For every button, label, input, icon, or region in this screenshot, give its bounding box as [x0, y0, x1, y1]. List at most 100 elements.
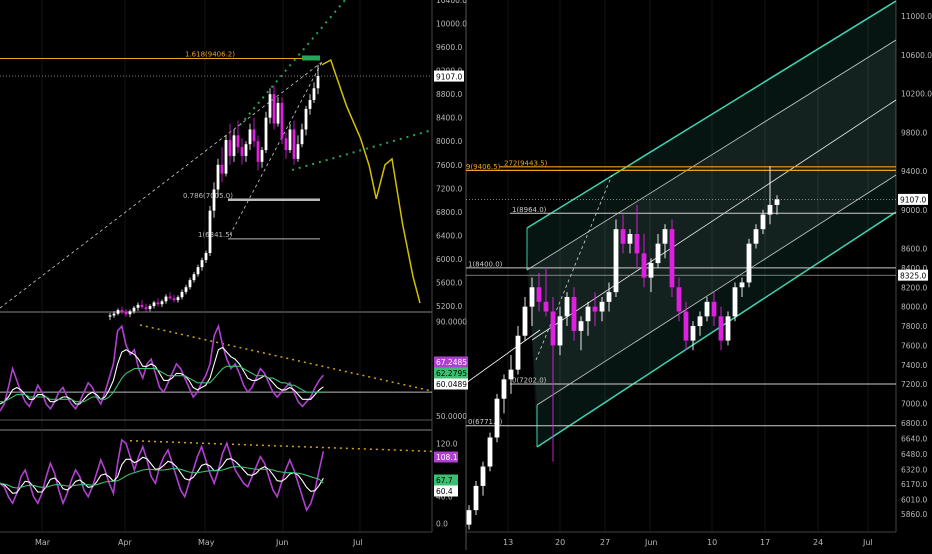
y-tick-label: 120.0: [436, 439, 458, 448]
candle-body: [260, 150, 264, 162]
y-tick-label: 90.0000: [436, 317, 467, 326]
fib-level-label: 0.786(7005.0): [183, 192, 233, 200]
candle-body: [725, 316, 731, 341]
candle: [216, 158, 220, 198]
candle-body: [613, 229, 619, 293]
candle-body: [571, 296, 577, 331]
y-tick-label: 5600.0: [436, 278, 462, 287]
candle: [132, 306, 136, 314]
candle: [108, 313, 112, 321]
candle: [124, 308, 128, 317]
candle: [140, 300, 144, 309]
candle-body: [316, 76, 320, 89]
osc1-value-badge: 62.2795: [434, 367, 468, 379]
candle: [676, 277, 682, 322]
candle: [144, 303, 148, 312]
candle-body: [557, 316, 563, 346]
candle-body: [132, 307, 136, 312]
candle: [184, 284, 188, 295]
candle-body: [529, 287, 535, 307]
candle-body: [753, 229, 759, 244]
last-price-badge: 9107.0: [434, 70, 464, 82]
osc2-series-line: [0, 438, 325, 512]
price-projection-path: [321, 58, 421, 304]
candle: [188, 277, 192, 290]
y-tick-label: 5860.0: [901, 510, 927, 519]
candle-body: [312, 88, 316, 101]
candle-body: [564, 296, 570, 317]
candle-body: [480, 466, 486, 486]
y-tick-label: 7400.0: [901, 361, 927, 370]
candle: [564, 292, 570, 327]
trendline: [465, 329, 541, 384]
candle-body: [188, 280, 192, 288]
trendline-dashed: [229, 61, 323, 236]
candle: [220, 147, 224, 183]
candle-body: [172, 298, 176, 301]
candle-body: [264, 117, 268, 151]
svg-text:60.0489: 60.0489: [436, 380, 467, 389]
candle: [176, 295, 180, 303]
osc2-value-badge: 108.1: [434, 451, 458, 463]
y-tick-label: 5200.0: [436, 302, 462, 311]
candle: [208, 205, 212, 256]
candle: [578, 316, 584, 351]
osc1-series-line: [0, 323, 325, 412]
y-tick-label: 6400.0: [436, 231, 462, 240]
candle-body: [240, 147, 244, 156]
osc1-series-line: [0, 346, 324, 405]
candle-body: [627, 233, 633, 244]
marker-badge: 8325.0: [898, 269, 928, 281]
candle-body: [767, 204, 773, 215]
candle: [529, 277, 535, 327]
channel-fill: [527, 1, 896, 447]
y-tick-label: 6000.0: [436, 255, 462, 264]
y-tick-label: 8400.0: [436, 114, 462, 123]
candle-body: [487, 437, 493, 467]
y-tick-label: 6800.0: [901, 419, 927, 428]
candle-body: [606, 292, 612, 302]
candle: [536, 272, 542, 312]
candle-body: [248, 129, 252, 145]
candle-body: [550, 311, 556, 346]
candle: [725, 311, 731, 346]
divergence-dotted-line: [139, 324, 433, 392]
candle: [627, 229, 633, 254]
x-tick-label: 17: [760, 538, 770, 547]
candle-body: [599, 301, 605, 312]
candle: [264, 111, 268, 153]
y-tick-label: 8000.0: [436, 137, 462, 146]
svg-text:8325.0: 8325.0: [900, 271, 926, 280]
candle: [112, 311, 116, 318]
x-tick-label: Jul: [352, 538, 363, 547]
candle: [648, 258, 654, 293]
candle: [252, 117, 256, 148]
candle-body: [739, 282, 745, 288]
svg-text:60.4: 60.4: [436, 487, 453, 496]
candle: [164, 294, 168, 304]
candle: [683, 301, 689, 351]
candle: [606, 282, 612, 312]
y-tick-label: 10600.0: [901, 51, 932, 60]
candle: [711, 292, 717, 327]
candle-body: [655, 243, 661, 264]
candle: [136, 302, 140, 311]
candle-body: [140, 304, 144, 308]
y-tick-label: 50.0000: [436, 412, 467, 421]
candle-body: [662, 229, 668, 244]
candle-body: [578, 321, 584, 331]
candle: [152, 300, 156, 309]
candle: [284, 132, 288, 159]
candle-body: [515, 335, 521, 370]
candle-body: [304, 108, 308, 130]
trend-dotted-green: [239, 0, 346, 126]
last-price-badge: 9107.0: [898, 193, 928, 205]
candle: [760, 209, 766, 234]
y-tick-label: 7600.0: [436, 161, 462, 170]
x-tick-label: 24: [813, 538, 823, 547]
y-tick-label: 11000.0: [901, 12, 932, 21]
candle-body: [774, 199, 780, 205]
candle: [316, 64, 320, 95]
fib-level-label: 0(6771.0): [468, 418, 503, 426]
candle: [260, 147, 264, 168]
